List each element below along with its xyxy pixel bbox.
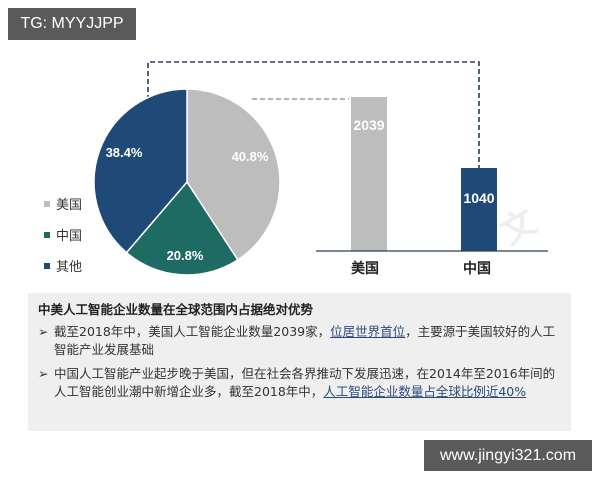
pie-chart: 40.8% 20.8% 38.4% [93, 88, 281, 276]
pie-slice-other [93, 88, 188, 254]
pie-label-cn: 20.8% [167, 248, 204, 263]
legend-item-other: 其他 [44, 252, 82, 279]
bullet-link[interactable]: 位居世界首位 [330, 324, 406, 339]
dashed-connector-cn [147, 61, 480, 168]
bullet-arrow-icon: ➢ [38, 324, 49, 339]
bar-us [351, 97, 387, 251]
bullet-arrow-icon: ➢ [38, 366, 49, 381]
bar-chart: 2039 1040 [316, 97, 548, 252]
panel-title: 中美人工智能企业数量在全球范围内占据绝对优势 [38, 302, 314, 317]
legend-swatch [44, 262, 50, 269]
pie-label-us: 40.8% [232, 149, 269, 164]
bar-value-cn: 1040 [463, 190, 494, 206]
bullet-text: 中国人工智能产业起步晚于美国，但在社会各界推动下发展迅速，在2014年至2016… [54, 366, 556, 399]
top-watermark-tag: TG: MYYJJPP [8, 8, 136, 40]
legend-item-us: 美国 [44, 190, 82, 217]
bar-category-cn: 中国 [463, 261, 491, 277]
legend-label: 其他 [56, 260, 83, 275]
summary-panel: 中美人工智能企业数量在全球范围内占据绝对优势 ➢ 截至2018年中，美国人工智能… [28, 293, 571, 431]
legend-swatch [44, 231, 50, 238]
bullet-text: ，主要源于美国较好的人工智能产业发展基础 [54, 324, 556, 357]
legend-label: 中国 [56, 229, 83, 244]
legend-label: 美国 [56, 198, 83, 213]
bullet-us: ➢ 截至2018年中，美国人工智能企业数量2039家，位居世界首位，主要源于美国… [38, 323, 558, 359]
pie-label-other: 38.4% [106, 145, 143, 160]
bar-value-us: 2039 [353, 117, 384, 133]
chart-area: 40.8% 20.8% 38.4% 2039 1040 [93, 61, 548, 276]
bullet-link[interactable]: 人工智能企业数量占全球比例近40% [323, 384, 527, 399]
pie-legend: 美国 中国 其他 [44, 190, 82, 283]
bar-cn [461, 168, 497, 251]
legend-swatch [44, 200, 50, 207]
bottom-watermark-tag: www.jingyi321.com [424, 440, 592, 471]
bullet-text: 截至2018年中，美国人工智能企业数量2039家， [54, 324, 331, 339]
pie-slice-cn [125, 180, 239, 276]
legend-item-cn: 中国 [44, 221, 82, 248]
bar-category-us: 美国 [351, 261, 379, 277]
bullet-cn: ➢ 中国人工智能产业起步晚于美国，但在社会各界推动下发展迅速，在2014年至20… [38, 365, 558, 401]
